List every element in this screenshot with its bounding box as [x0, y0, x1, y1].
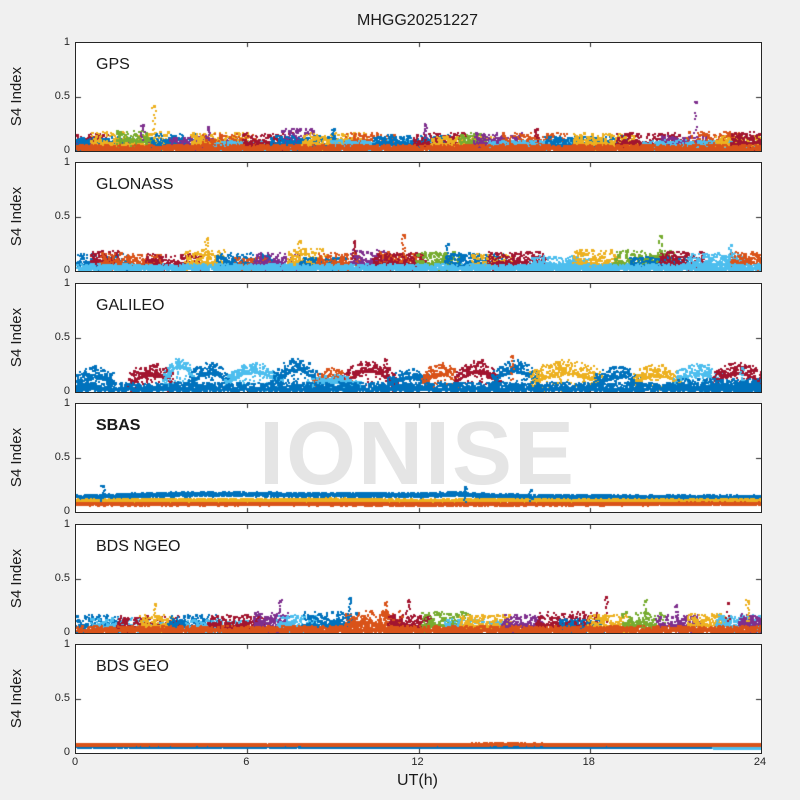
- scatter-canvas-gps: [76, 43, 761, 151]
- x-tick-label: 0: [71, 756, 79, 768]
- x-tick-label: 12: [411, 756, 424, 768]
- x-tick-label: 18: [582, 756, 595, 768]
- y-tick-label: 0: [63, 505, 70, 517]
- y-tick-label: 0: [63, 746, 70, 758]
- y-tick-label: 0.5: [54, 210, 70, 222]
- scatter-canvas-sbas: [76, 404, 761, 512]
- y-tick-label: 0.5: [54, 451, 70, 463]
- y-tick-label: 1: [63, 36, 70, 48]
- scatter-canvas-bds-ngeo: [76, 525, 761, 633]
- panel-label-gps: GPS: [96, 56, 130, 73]
- y-tick-label: 1: [63, 518, 70, 530]
- panel-label-bds-geo: BDS GEO: [96, 658, 169, 675]
- panel-bds-ngeo: BDS NGEO: [75, 524, 762, 634]
- panel-label-glonass: GLONASS: [96, 176, 174, 193]
- x-tick-label: 24: [753, 756, 767, 768]
- scatter-canvas-bds-geo: [76, 645, 761, 753]
- y-tick-label: 0: [63, 385, 70, 397]
- y-tick-label: 0.5: [54, 90, 70, 102]
- panel-bds-geo: BDS GEO: [75, 644, 762, 754]
- panel-gps: GPS: [75, 42, 762, 152]
- y-tick-label: 1: [63, 397, 70, 409]
- y-tick-label: 0: [63, 264, 70, 276]
- x-axis-label: UT(h): [397, 772, 438, 789]
- panel-label-sbas: SBAS: [96, 417, 141, 434]
- x-tick-label: 6: [243, 756, 250, 768]
- y-axis-label-text: S4 Index: [8, 548, 26, 608]
- y-tick-label: 0: [63, 626, 70, 638]
- scatter-canvas-glonass: [76, 163, 761, 271]
- y-axis-label-text: S4 Index: [8, 427, 26, 487]
- y-tick-label: 1: [63, 638, 70, 650]
- panel-label-galileo: GALILEO: [96, 297, 165, 314]
- y-tick-label: 1: [63, 277, 70, 289]
- panel-sbas: SBAS: [75, 403, 762, 513]
- scatter-canvas-galileo: [76, 284, 761, 392]
- panel-galileo: GALILEO: [75, 283, 762, 393]
- chart-title: MHGG20251227: [357, 12, 478, 29]
- y-tick-label: 0.5: [54, 331, 70, 343]
- y-tick-label: 0.5: [54, 692, 70, 704]
- y-axis-label-text: S4 Index: [8, 66, 26, 126]
- y-tick-label: 0: [63, 144, 70, 156]
- y-tick-label: 1: [63, 156, 70, 168]
- y-axis-label-text: S4 Index: [8, 668, 26, 728]
- panel-glonass: GLONASS: [75, 162, 762, 272]
- panel-label-bds-ngeo: BDS NGEO: [96, 538, 181, 555]
- y-tick-label: 0.5: [54, 572, 70, 584]
- y-axis-label-text: S4 Index: [8, 186, 26, 246]
- y-axis-label-text: S4 Index: [8, 307, 26, 367]
